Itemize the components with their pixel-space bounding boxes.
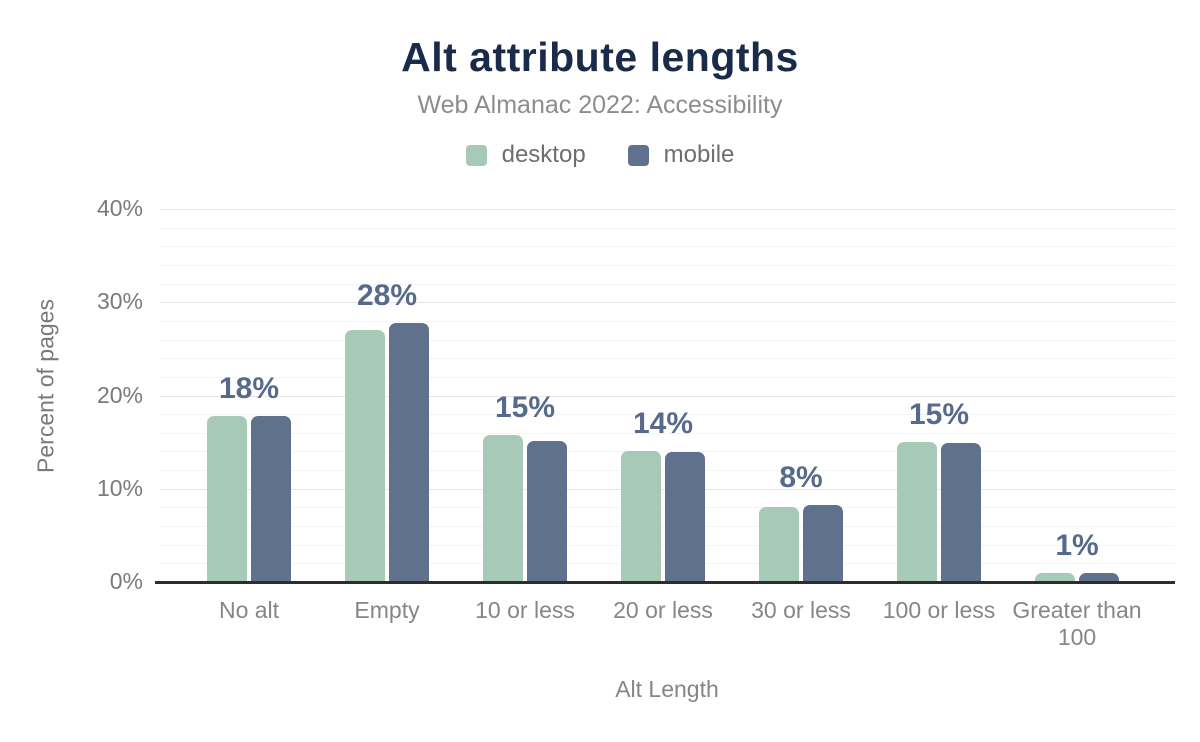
bar-desktop[interactable] bbox=[483, 434, 523, 583]
legend: desktop mobile bbox=[0, 141, 1200, 169]
legend-item-mobile: mobile bbox=[627, 141, 735, 169]
y-axis-tick-label: 40% bbox=[96, 195, 143, 221]
bar-group: 15% 10 or less bbox=[456, 190, 594, 623]
x-axis-tick-label: 20 or less bbox=[613, 597, 713, 623]
y-axis-tick-label: 10% bbox=[96, 474, 143, 501]
x-axis-tick-label: No alt bbox=[218, 597, 280, 623]
major-gridline bbox=[160, 302, 1175, 304]
bar-mobile[interactable] bbox=[941, 443, 981, 583]
minor-gridline bbox=[160, 320, 1175, 322]
minor-gridline bbox=[160, 432, 1175, 434]
bar-group: 28% Empty bbox=[318, 190, 456, 623]
minor-gridline bbox=[160, 264, 1175, 266]
bar-desktop[interactable] bbox=[1035, 572, 1075, 583]
bar-mobile[interactable] bbox=[1079, 572, 1119, 583]
bar-mobile[interactable] bbox=[389, 322, 429, 583]
data-label: 15% bbox=[494, 390, 556, 424]
bar-desktop[interactable] bbox=[759, 507, 799, 583]
x-axis-line bbox=[155, 581, 1175, 584]
bar-mobile[interactable] bbox=[251, 416, 291, 583]
minor-gridline bbox=[160, 376, 1175, 378]
legend-label-desktop: desktop bbox=[501, 141, 586, 168]
y-axis-tick-label: 30% bbox=[96, 288, 143, 315]
x-axis-tick-label: 100 or less bbox=[882, 597, 996, 623]
bar-desktop[interactable] bbox=[897, 442, 937, 583]
y-axis-title: Percent of pages bbox=[32, 299, 59, 473]
bar-pair bbox=[318, 322, 456, 583]
x-axis-tick-label: 30 or less bbox=[751, 597, 851, 623]
bar-group: 15% 100 or less bbox=[870, 190, 1008, 623]
chart-subtitle: Web Almanac 2022: Accessibility bbox=[417, 91, 783, 119]
bar-pair bbox=[870, 442, 1008, 583]
x-axis-tick-label: 10 or less bbox=[475, 597, 575, 623]
data-label: 1% bbox=[1055, 528, 1099, 562]
major-gridline bbox=[160, 395, 1175, 397]
x-axis-tick-label: Greater than 100 bbox=[1012, 597, 1142, 651]
y-axis-tick-label: 20% bbox=[96, 381, 143, 408]
minor-gridline bbox=[160, 414, 1175, 416]
bar-pair bbox=[180, 416, 318, 583]
legend-swatch-desktop bbox=[465, 144, 487, 166]
bar-group: 18% No alt bbox=[180, 190, 318, 623]
legend-label-mobile: mobile bbox=[663, 141, 735, 168]
bar-pair bbox=[1008, 572, 1146, 583]
bar-mobile[interactable] bbox=[527, 441, 567, 583]
minor-gridline bbox=[160, 227, 1175, 229]
minor-gridline bbox=[160, 358, 1175, 360]
bar-desktop[interactable] bbox=[207, 416, 247, 583]
bar-mobile[interactable] bbox=[803, 504, 843, 583]
bar-pair bbox=[456, 434, 594, 583]
bar-desktop[interactable] bbox=[345, 330, 385, 583]
bar-pair bbox=[732, 504, 870, 583]
plot-area: 0% 10% 20% 30% 40% 18% No alt 28% Empty 15% 10 or … bbox=[97, 190, 1175, 650]
minor-gridline bbox=[160, 339, 1175, 341]
bar-group: 8% 30 or less bbox=[732, 190, 870, 623]
legend-swatch-mobile bbox=[627, 144, 649, 166]
major-gridline bbox=[160, 209, 1175, 210]
data-label: 28% bbox=[356, 278, 418, 312]
bar-group: 14% 20 or less bbox=[594, 190, 732, 623]
chart-title: Alt attribute lengths bbox=[401, 34, 799, 80]
data-label: 15% bbox=[908, 398, 970, 432]
bar-desktop[interactable] bbox=[621, 450, 661, 583]
x-axis-title: Alt Length bbox=[615, 676, 719, 702]
minor-gridline bbox=[160, 283, 1175, 285]
bar-group: 1% Greater than 100 bbox=[1008, 190, 1146, 650]
y-axis-tick-label: 0% bbox=[109, 568, 143, 594]
x-axis-tick-label: Empty bbox=[354, 597, 420, 623]
data-label: 18% bbox=[218, 372, 280, 406]
data-label: 8% bbox=[779, 460, 823, 494]
legend-item-desktop: desktop bbox=[465, 141, 586, 169]
bar-mobile[interactable] bbox=[665, 451, 705, 583]
bar-pair bbox=[594, 450, 732, 583]
data-label: 14% bbox=[632, 406, 694, 440]
minor-gridline bbox=[160, 246, 1175, 248]
